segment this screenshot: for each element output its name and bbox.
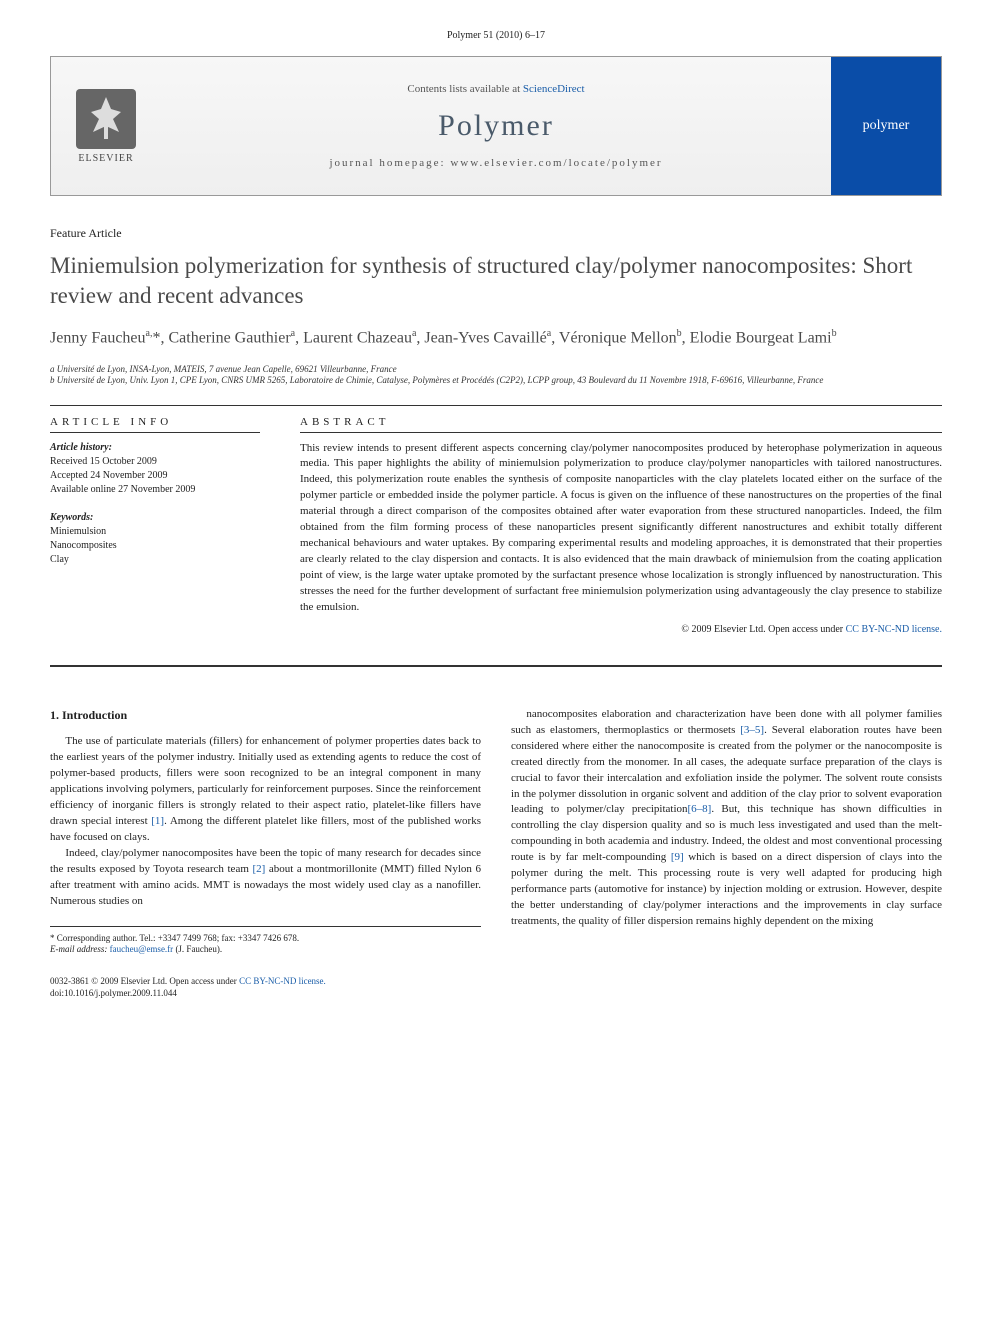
journal-homepage-line: journal homepage: www.elsevier.com/locat… (161, 157, 831, 169)
divider-rule (50, 665, 942, 667)
homepage-url: www.elsevier.com/locate/polymer (450, 157, 662, 169)
elsevier-logo: ELSEVIER (66, 81, 146, 171)
article-info-heading: ARTICLE INFO (50, 416, 260, 428)
affiliation-b: b Université de Lyon, Univ. Lyon 1, CPE … (50, 375, 942, 385)
publisher-logo-block: ELSEVIER (51, 57, 161, 195)
contents-prefix: Contents lists available at (407, 83, 522, 95)
body-paragraph-1: The use of particulate materials (filler… (50, 734, 481, 846)
abstract-heading: ABSTRACT (300, 416, 942, 428)
elsevier-label: ELSEVIER (78, 153, 133, 164)
keyword-1: Miniemulsion (50, 525, 260, 539)
affiliation-a: a Université de Lyon, INSA-Lyon, MATEIS,… (50, 364, 942, 374)
article-body: 1. Introduction The use of particulate m… (50, 707, 942, 956)
body-paragraph-2: Indeed, clay/polymer nanocomposites have… (50, 846, 481, 910)
info-abstract-row: ARTICLE INFO Article history: Received 1… (50, 416, 942, 635)
online-date: Available online 27 November 2009 (50, 483, 260, 497)
article-title: Miniemulsion polymerization for synthesi… (50, 251, 942, 311)
corresponding-author-footnote: * Corresponding author. Tel.: +3347 7499… (50, 926, 481, 956)
email-line: E-mail address: faucheu@emse.fr (J. Fauc… (50, 944, 481, 956)
journal-masthead: ELSEVIER Contents lists available at Sci… (50, 56, 942, 196)
citation-6-8[interactable]: [6–8] (688, 803, 712, 815)
license-link[interactable]: CC BY-NC-ND license. (846, 624, 942, 635)
history-label: Article history: (50, 441, 260, 455)
article-info-column: ARTICLE INFO Article history: Received 1… (50, 416, 260, 635)
sciencedirect-link[interactable]: ScienceDirect (523, 83, 585, 95)
page-footer: 0032-3861 © 2009 Elsevier Ltd. Open acce… (50, 976, 942, 999)
journal-cover-thumbnail: polymer (831, 57, 941, 195)
abstract-column: ABSTRACT This review intends to present … (300, 416, 942, 635)
citation-2[interactable]: [2] (252, 863, 265, 875)
email-label: E-mail address: (50, 944, 107, 954)
corresponding-line: * Corresponding author. Tel.: +3347 7499… (50, 933, 481, 945)
article-info-body: Article history: Received 15 October 200… (50, 432, 260, 567)
masthead-center: Contents lists available at ScienceDirec… (161, 73, 831, 179)
divider-rule (50, 405, 942, 406)
article-type-label: Feature Article (50, 226, 942, 241)
keywords-label: Keywords: (50, 511, 260, 525)
keyword-2: Nanocomposites (50, 539, 260, 553)
copyright-text: © 2009 Elsevier Ltd. (681, 624, 768, 635)
elsevier-tree-icon (76, 89, 136, 149)
footer-license-prefix: Open access under (169, 976, 239, 986)
running-header: Polymer 51 (2010) 6–17 (50, 30, 942, 41)
abstract-copyright: © 2009 Elsevier Ltd. Open access under C… (300, 624, 942, 635)
citation-3-5[interactable]: [3–5] (740, 724, 764, 736)
email-suffix: (J. Faucheu). (175, 944, 222, 954)
affiliations-block: a Université de Lyon, INSA-Lyon, MATEIS,… (50, 364, 942, 385)
homepage-prefix: journal homepage: (329, 157, 450, 169)
email-link[interactable]: faucheu@emse.fr (110, 944, 174, 954)
keyword-3: Clay (50, 553, 260, 567)
footer-license-link[interactable]: CC BY-NC-ND license. (239, 976, 326, 986)
accepted-date: Accepted 24 November 2009 (50, 469, 260, 483)
received-date: Received 15 October 2009 (50, 455, 260, 469)
abstract-text: This review intends to present different… (300, 432, 942, 616)
contents-available-line: Contents lists available at ScienceDirec… (161, 83, 831, 95)
doi: doi:10.1016/j.polymer.2009.11.044 (50, 988, 177, 998)
author-list: Jenny Faucheua,*, Catherine Gauthiera, L… (50, 327, 942, 350)
citation-9[interactable]: [9] (671, 851, 684, 863)
section-heading-introduction: 1. Introduction (50, 707, 481, 724)
citation-1[interactable]: [1] (151, 815, 164, 827)
issn-copyright: 0032-3861 © 2009 Elsevier Ltd. (50, 976, 169, 986)
body-paragraph-3: nanocomposites elaboration and character… (511, 707, 942, 930)
journal-name: Polymer (161, 109, 831, 143)
license-prefix: Open access under (768, 624, 845, 635)
